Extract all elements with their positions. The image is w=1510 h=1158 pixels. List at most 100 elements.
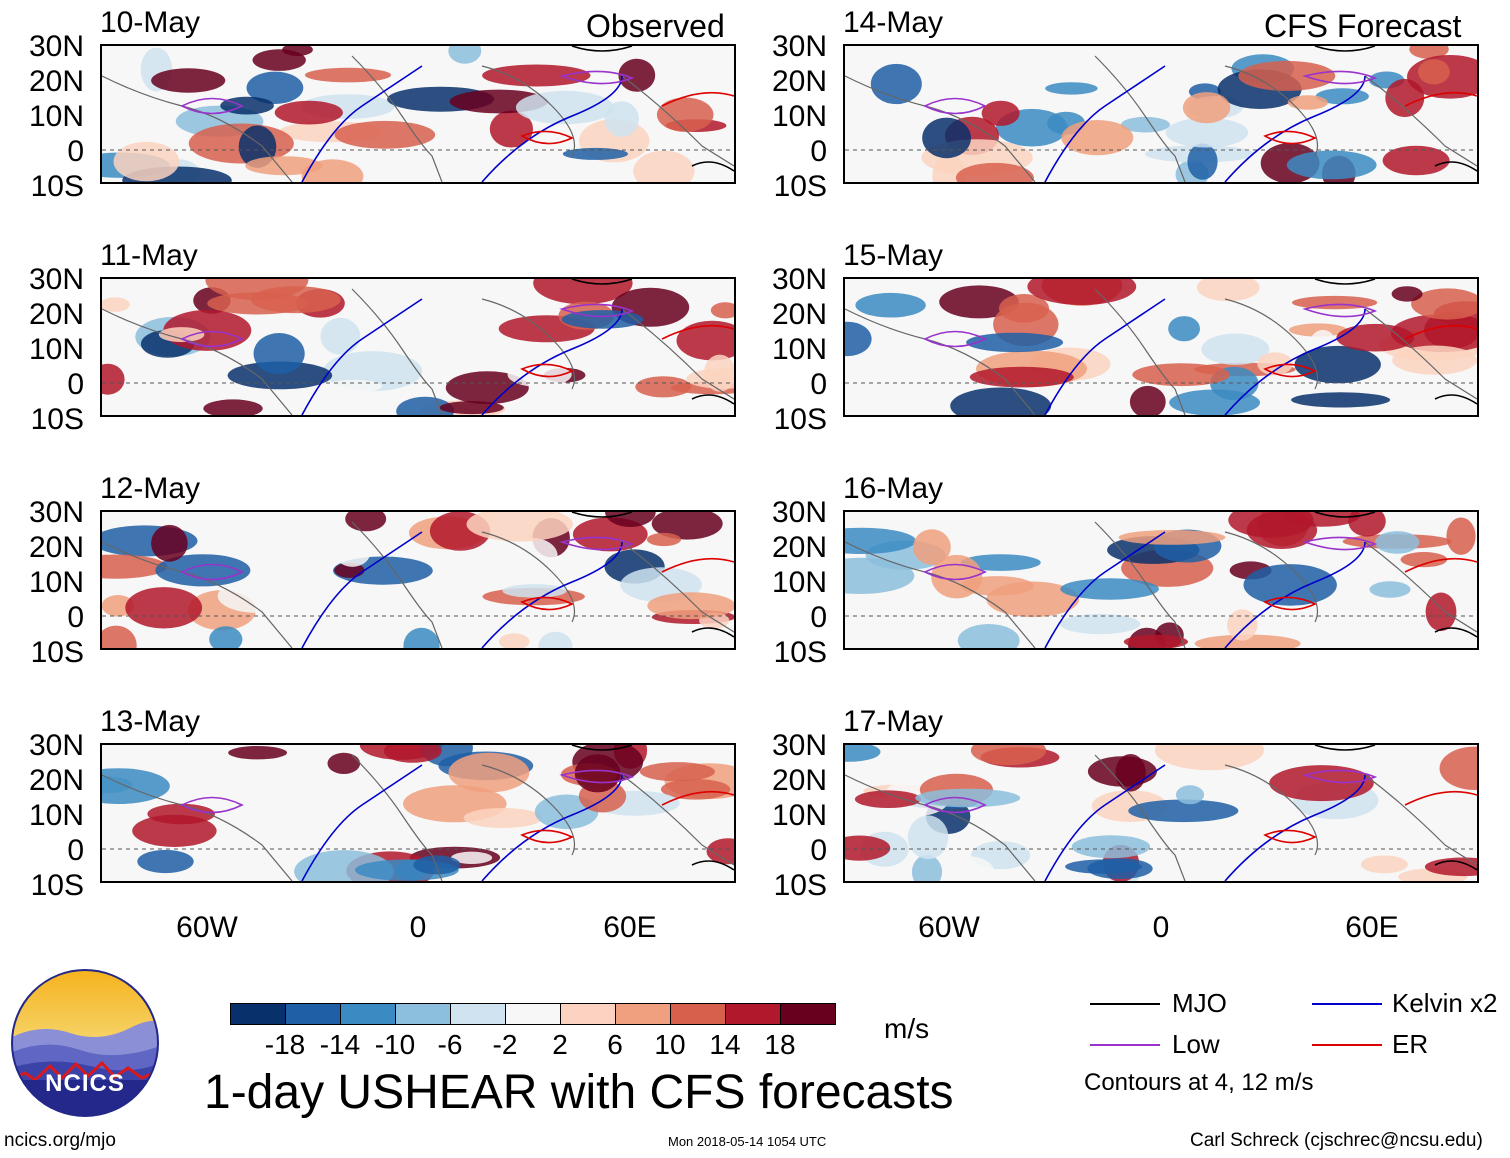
map-panel-15-may xyxy=(843,277,1479,417)
x-tick-60e-right: 60E xyxy=(1345,911,1399,944)
panel-date-title: 13-May xyxy=(100,705,201,738)
y-tick-label: 20N xyxy=(771,298,827,331)
y-tick-label: 20N xyxy=(771,531,827,564)
colorbar-swatch xyxy=(230,1003,286,1025)
colorbar-label: -18 xyxy=(264,1029,306,1060)
colorbar-swatch xyxy=(780,1003,836,1025)
map-panel-17-may xyxy=(843,743,1479,883)
legend-line-kelvin xyxy=(1312,1003,1382,1005)
colorbar-swatch xyxy=(670,1003,726,1025)
y-tick-label: 10N xyxy=(771,100,827,133)
y-tick-label: 10N xyxy=(28,333,84,366)
colorbar-swatch xyxy=(615,1003,671,1025)
y-tick-label: 30N xyxy=(28,263,84,296)
legend-label-low: Low xyxy=(1172,1029,1220,1059)
colorbar-swatch xyxy=(450,1003,506,1025)
legend-label-er: ER xyxy=(1392,1029,1429,1059)
y-tick-label: 10S xyxy=(30,636,84,669)
map-panel-13-may xyxy=(100,743,736,883)
colorbar-swatch xyxy=(725,1003,781,1025)
panel-date-title: 16-May xyxy=(843,472,944,505)
legend-note: Contours at 4, 12 m/s xyxy=(1084,1069,1314,1096)
panel-date-title: 11-May xyxy=(100,239,198,272)
y-tick-label: 10N xyxy=(771,333,827,366)
legend-label-mjo: MJO xyxy=(1172,988,1227,1018)
panel-date-title: 17-May xyxy=(843,705,944,738)
map-panel-16-may xyxy=(843,510,1479,650)
y-tick-label: 10S xyxy=(773,636,827,669)
colorbar-units: m/s xyxy=(884,1013,930,1044)
observed-label: Observed xyxy=(586,8,725,44)
forecast-label: CFS Forecast xyxy=(1264,8,1462,44)
colorbar-label: 18 xyxy=(764,1029,796,1060)
author-credit: Carl Schreck (cjschrec@ncsu.edu) xyxy=(1190,1130,1483,1151)
colorbar-label: 14 xyxy=(709,1029,741,1060)
y-tick-label: 10S xyxy=(30,170,84,203)
colorbar-swatch xyxy=(285,1003,341,1025)
y-tick-label: 30N xyxy=(771,496,827,529)
y-tick-label: 0 xyxy=(810,601,827,634)
colorbar-swatch xyxy=(560,1003,616,1025)
website-link[interactable]: ncics.org/mjo xyxy=(4,1130,116,1151)
colorbar-label: -10 xyxy=(374,1029,416,1060)
y-tick-label: 30N xyxy=(771,263,827,296)
colorbar-label: -6 xyxy=(437,1029,463,1060)
colorbar-label: -14 xyxy=(319,1029,361,1060)
map-panel-12-may xyxy=(100,510,736,650)
colorbar-swatch xyxy=(340,1003,396,1025)
y-tick-label: 10N xyxy=(771,566,827,599)
y-tick-label: 10S xyxy=(30,869,84,902)
colorbar-swatch xyxy=(505,1003,561,1025)
legend-label-kelvin: Kelvin x2 xyxy=(1392,988,1498,1018)
timestamp: Mon 2018-05-14 1054 UTC xyxy=(668,1134,827,1149)
x-tick-60e-left: 60E xyxy=(603,911,657,944)
logo-text: NCICS xyxy=(45,1070,125,1097)
y-tick-label: 10S xyxy=(773,170,827,203)
legend-line-low xyxy=(1090,1044,1160,1046)
y-tick-label: 30N xyxy=(771,729,827,762)
colorbar-label: 10 xyxy=(654,1029,686,1060)
y-tick-label: 0 xyxy=(67,135,84,168)
y-tick-label: 0 xyxy=(810,834,827,867)
y-tick-label: 10N xyxy=(28,799,84,832)
panel-date-title: 10-May xyxy=(100,6,201,39)
y-tick-label: 30N xyxy=(28,496,84,529)
y-tick-label: 20N xyxy=(28,531,84,564)
colorbar-label: 2 xyxy=(552,1029,568,1060)
map-panel-14-may xyxy=(843,44,1479,184)
legend-line-mjo xyxy=(1090,1003,1160,1005)
colorbar-swatch xyxy=(395,1003,451,1025)
legend-line-er xyxy=(1312,1044,1382,1046)
y-tick-label: 10N xyxy=(771,799,827,832)
y-tick-label: 20N xyxy=(771,764,827,797)
y-tick-label: 0 xyxy=(67,601,84,634)
x-tick-60w-right: 60W xyxy=(918,911,980,944)
y-tick-label: 0 xyxy=(810,368,827,401)
panel-date-title: 12-May xyxy=(100,472,201,505)
y-tick-label: 30N xyxy=(28,729,84,762)
colorbar-label: 6 xyxy=(607,1029,623,1060)
panel-date-title: 14-May xyxy=(843,6,944,39)
y-tick-label: 10N xyxy=(28,566,84,599)
y-tick-label: 10S xyxy=(30,403,84,436)
map-panel-11-may xyxy=(100,277,736,417)
y-tick-label: 30N xyxy=(771,30,827,63)
map-panel-10-may xyxy=(100,44,736,184)
colorbar-label: -2 xyxy=(492,1029,518,1060)
y-tick-label: 20N xyxy=(28,298,84,331)
y-tick-label: 10N xyxy=(28,100,84,133)
y-tick-label: 20N xyxy=(771,65,827,98)
y-tick-label: 10S xyxy=(773,403,827,436)
y-tick-label: 0 xyxy=(67,834,84,867)
panel-date-title: 15-May xyxy=(843,239,944,272)
y-tick-label: 30N xyxy=(28,30,84,63)
x-tick-60w-left: 60W xyxy=(176,911,238,944)
x-tick-0-left: 0 xyxy=(409,911,427,944)
y-tick-label: 10S xyxy=(773,869,827,902)
ncics-logo: NCICS xyxy=(10,968,160,1118)
y-tick-label: 20N xyxy=(28,65,84,98)
y-tick-label: 0 xyxy=(810,135,827,168)
y-tick-label: 20N xyxy=(28,764,84,797)
y-tick-label: 0 xyxy=(67,368,84,401)
x-tick-0-right: 0 xyxy=(1152,911,1170,944)
